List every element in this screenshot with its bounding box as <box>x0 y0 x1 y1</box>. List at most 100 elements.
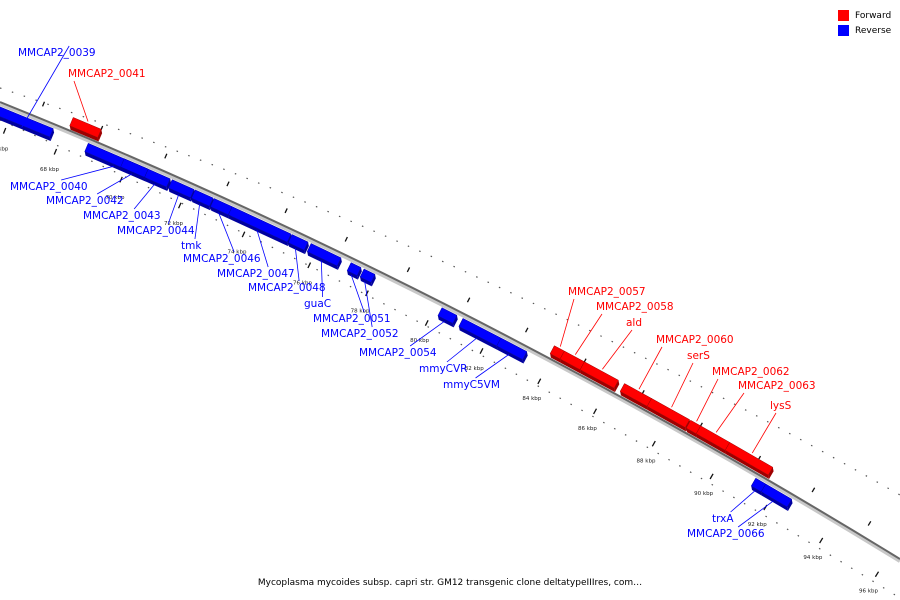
gene-label[interactable]: MMCAP2_0060 <box>656 334 734 346</box>
tick-label: 80 kbp <box>410 338 429 344</box>
gene-leader-line <box>475 354 510 379</box>
gene-label[interactable]: mmyCVR <box>419 363 467 375</box>
gene-label[interactable]: ald <box>626 317 642 329</box>
gene-leader-line <box>350 274 365 313</box>
gene-block-side <box>49 128 55 141</box>
gene-block[interactable] <box>168 179 195 198</box>
gene-block[interactable] <box>228 206 292 243</box>
gene-label[interactable]: MMCAP2_0042 <box>46 195 124 207</box>
major-tick <box>307 262 312 269</box>
gene-label[interactable]: serS <box>687 350 710 362</box>
tick-label: 74 kbp <box>228 250 247 256</box>
gene-label[interactable]: MMCAP2_0063 <box>738 380 816 392</box>
gene-block-side <box>97 129 103 142</box>
gene-block-shadow <box>228 214 289 247</box>
gene-block[interactable] <box>646 398 690 428</box>
gene-block[interactable] <box>144 168 171 188</box>
gene-leader-line <box>602 329 633 370</box>
gene-block[interactable] <box>287 234 309 251</box>
gene-block-shadow <box>437 315 454 328</box>
gene-label[interactable]: MMCAP2_0062 <box>712 366 790 378</box>
gene-block-shadow <box>458 326 498 350</box>
gene-leader-line <box>715 392 745 433</box>
major-tick <box>651 440 656 447</box>
reverse-swatch <box>838 25 849 36</box>
major-tick <box>177 202 182 209</box>
gene-block-side <box>768 467 774 480</box>
gene-label[interactable]: MMCAP2_0041 <box>68 68 146 80</box>
gene-leader-line <box>96 173 133 195</box>
map-caption: Mycoplasma mycoides subsp. capri str. GM… <box>257 578 643 588</box>
gene-block[interactable] <box>69 117 102 138</box>
gene-block[interactable] <box>496 337 528 360</box>
gene-block-shadow <box>761 491 788 511</box>
major-tick <box>537 378 542 385</box>
gene-block[interactable] <box>760 483 793 508</box>
gene-label[interactable]: MMCAP2_0058 <box>596 301 674 313</box>
gene-block[interactable] <box>306 243 342 267</box>
gene-block-side <box>357 267 362 280</box>
legend-reverse: Reverse <box>838 23 891 38</box>
tick-label: 68 kbp <box>40 167 59 173</box>
gene-label[interactable]: MMCAP2_0046 <box>183 253 261 265</box>
gene-label[interactable]: MMCAP2_0039 <box>18 47 96 59</box>
genome-backbone-shadow <box>0 102 900 563</box>
gene-label[interactable]: MMCAP2_0051 <box>313 313 391 325</box>
gene-label[interactable]: MMCAP2_0066 <box>687 528 765 540</box>
gene-block-shadow <box>191 198 211 211</box>
major-ticks <box>2 101 880 578</box>
gene-leader-line <box>737 500 774 528</box>
gene-label[interactable]: MMCAP2_0040 <box>10 181 88 193</box>
gene-leader-line <box>73 80 89 122</box>
gene-label[interactable]: mmyC5VM <box>443 379 500 391</box>
gene-label[interactable]: MMCAP2_0043 <box>83 210 161 222</box>
gene-leader-line <box>446 337 478 363</box>
major-tick <box>479 348 484 354</box>
tick-label: 84 kbp <box>522 396 541 402</box>
major-tick <box>874 571 880 578</box>
gene-leader-line <box>559 298 575 347</box>
tick-labels: 66 kbp 68 kbp 70 kbp 72 kbp 74 kbp 76 kbp 78 k… <box>0 146 878 594</box>
gene-block-side <box>787 499 793 511</box>
gene-label[interactable]: trxA <box>712 513 734 525</box>
gene-label[interactable]: MMCAP2_0057 <box>568 286 646 298</box>
legend: Forward Reverse <box>838 8 891 38</box>
legend-forward-label: Forward <box>855 10 892 21</box>
gene-label[interactable]: MMCAP2_0052 <box>321 328 399 340</box>
gene-leader-line <box>167 194 180 225</box>
major-tick <box>119 176 123 183</box>
gene-label[interactable]: MMCAP2_0044 <box>117 225 195 237</box>
gene-block[interactable] <box>191 189 214 207</box>
major-tick <box>819 537 824 544</box>
tick-label: 76 kbp <box>293 280 312 286</box>
gene-block-shadow <box>307 251 338 270</box>
gene-block-shadow <box>550 353 561 363</box>
gene-block-shadow <box>144 177 168 191</box>
gene-block[interactable] <box>437 307 458 324</box>
gene-block[interactable] <box>346 262 362 276</box>
gene-label[interactable]: lysS <box>770 400 792 412</box>
gene-label[interactable]: MMCAP2_0054 <box>359 347 437 359</box>
gene-block-side <box>452 315 458 328</box>
gene-label[interactable]: MMCAP2_0048 <box>248 282 326 294</box>
forward-swatch <box>838 10 849 21</box>
gene-block[interactable] <box>579 361 619 389</box>
gene-label[interactable]: guaC <box>304 298 331 310</box>
gene-label[interactable]: tmk <box>181 240 202 252</box>
major-tick <box>241 231 246 238</box>
gene-block[interactable] <box>359 268 376 283</box>
gene-block-shadow <box>560 358 581 374</box>
gene-block[interactable] <box>724 442 774 476</box>
gene-block-shadow <box>725 450 770 480</box>
gene-leader-line <box>133 183 156 210</box>
outer-tick <box>811 487 816 493</box>
major-tick <box>593 408 598 415</box>
outer-tick <box>524 327 529 333</box>
gene-leader-line <box>638 346 663 390</box>
gene-block[interactable] <box>0 106 54 138</box>
gene-leader-line <box>730 490 756 513</box>
gene-leader-line <box>751 412 777 454</box>
gene-label[interactable]: MMCAP2_0047 <box>217 268 295 280</box>
tick-label: 88 kbp <box>637 458 656 464</box>
